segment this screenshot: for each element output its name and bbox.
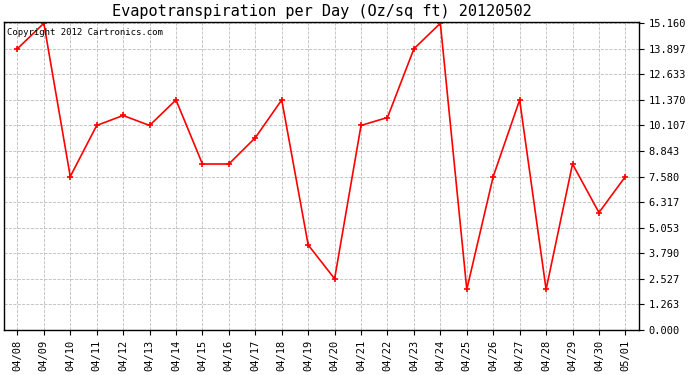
Title: Evapotranspiration per Day (Oz/sq ft) 20120502: Evapotranspiration per Day (Oz/sq ft) 20… [112,4,531,19]
Text: Copyright 2012 Cartronics.com: Copyright 2012 Cartronics.com [8,28,164,37]
